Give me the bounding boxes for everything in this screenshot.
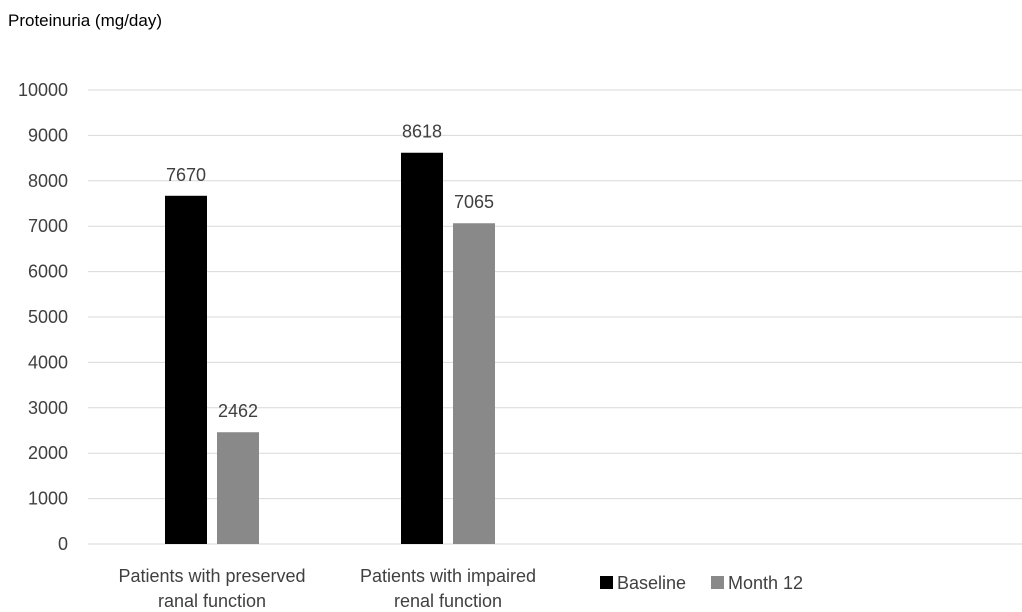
y-tick-label: 1000 xyxy=(28,489,68,509)
y-axis-ticks: 0 1000 2000 3000 4000 5000 6000 7000 8000 9000 100… xyxy=(18,80,68,554)
data-label: 8618 xyxy=(402,122,442,142)
x-axis-categories: Patients with preserved ranal function Pat… xyxy=(118,566,536,611)
bar-month-12 xyxy=(217,432,259,544)
y-tick-label: 0 xyxy=(58,534,68,554)
bar-baseline xyxy=(165,195,207,545)
data-label: 2462 xyxy=(218,401,258,421)
bar-month-12 xyxy=(453,223,495,544)
y-tick-label: 5000 xyxy=(28,307,68,327)
x-category-label: Patients with impaired xyxy=(360,566,536,586)
y-tick-label: 10000 xyxy=(18,80,68,100)
y-tick-label: 2000 xyxy=(28,443,68,463)
legend-swatch xyxy=(600,576,613,589)
legend-label: Month 12 xyxy=(728,573,803,593)
y-tick-label: 7000 xyxy=(28,216,68,236)
legend-swatch xyxy=(711,576,724,589)
y-tick-label: 8000 xyxy=(28,171,68,191)
data-label: 7065 xyxy=(454,192,494,212)
y-tick-label: 3000 xyxy=(28,398,68,418)
legend-label: Baseline xyxy=(617,573,686,593)
y-axis-title: Proteinuria (mg/day) xyxy=(8,11,162,30)
y-tick-label: 4000 xyxy=(28,352,68,372)
x-category-label: ranal function xyxy=(158,591,266,611)
x-category-label: renal function xyxy=(394,591,502,611)
y-tick-label: 6000 xyxy=(28,262,68,282)
bar-baseline xyxy=(401,152,443,544)
data-label: 7670 xyxy=(166,165,206,185)
x-category-label: Patients with preserved xyxy=(118,566,305,586)
y-tick-label: 9000 xyxy=(28,125,68,145)
legend: Baseline Month 12 xyxy=(600,573,803,593)
data-labels: 7670 2462 8618 7065 xyxy=(166,122,494,421)
bars xyxy=(165,152,495,545)
gridlines xyxy=(88,89,1022,545)
